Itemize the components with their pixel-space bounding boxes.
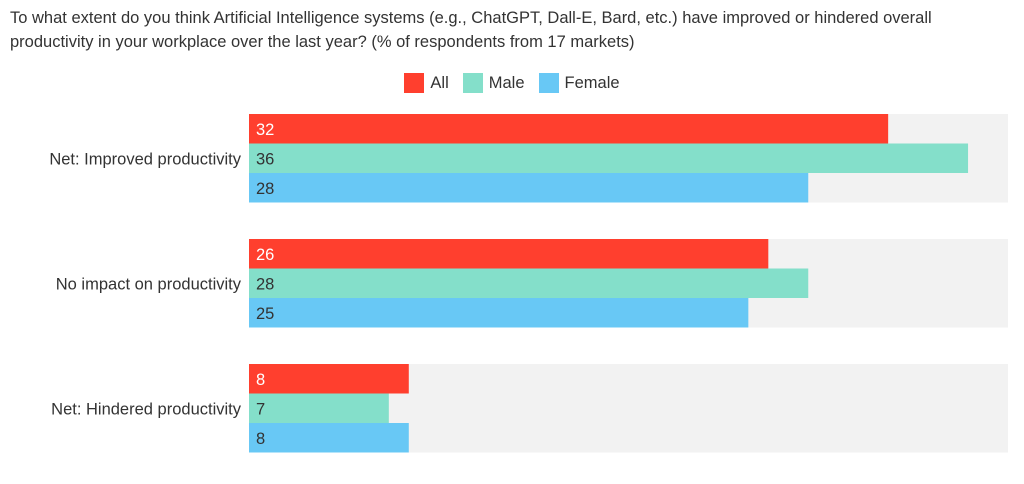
legend-label-all: All (430, 73, 449, 92)
bar-female-1 (249, 298, 749, 328)
bar-male-2 (249, 393, 389, 423)
value-label-all-1: 26 (256, 246, 274, 264)
chart-title: To what extent do you think Artificial I… (10, 9, 932, 51)
bar-male-1 (249, 268, 809, 298)
value-label-female-2: 8 (256, 430, 265, 448)
value-label-female-0: 28 (256, 180, 274, 198)
legend-item-female: Female (538, 73, 620, 93)
value-label-male-1: 28 (256, 275, 274, 293)
legend-item-all: All (404, 73, 449, 93)
bar-all-1 (249, 239, 769, 269)
legend-label-male: Male (488, 73, 525, 92)
legend: All Male Female (0, 72, 1024, 94)
value-label-female-1: 25 (256, 305, 274, 323)
bar-female-0 (249, 173, 809, 203)
bar-all-2 (249, 364, 409, 394)
value-label-male-2: 7 (256, 400, 265, 418)
legend-swatch-male (462, 73, 483, 93)
legend-swatch-all (404, 73, 425, 93)
bar-female-2 (249, 423, 409, 453)
bar-male-0 (249, 143, 969, 173)
bar-all-0 (249, 114, 889, 144)
value-label-all-0: 32 (256, 121, 274, 139)
value-label-all-2: 8 (256, 371, 265, 389)
category-label-1: No impact on productivity (56, 275, 242, 293)
legend-swatch-female (538, 73, 559, 93)
category-label-2: Net: Hindered productivity (51, 400, 242, 418)
category-label-0: Net: Improved productivity (49, 150, 241, 168)
value-label-male-0: 36 (256, 150, 274, 168)
legend-item-male: Male (462, 73, 525, 93)
legend-label-female: Female (564, 73, 620, 92)
